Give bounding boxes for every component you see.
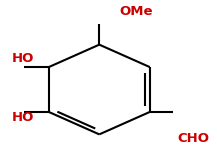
- Text: CHO: CHO: [177, 132, 209, 145]
- Text: HO: HO: [11, 52, 34, 65]
- Text: OMe: OMe: [119, 5, 153, 18]
- Text: HO: HO: [11, 111, 34, 124]
